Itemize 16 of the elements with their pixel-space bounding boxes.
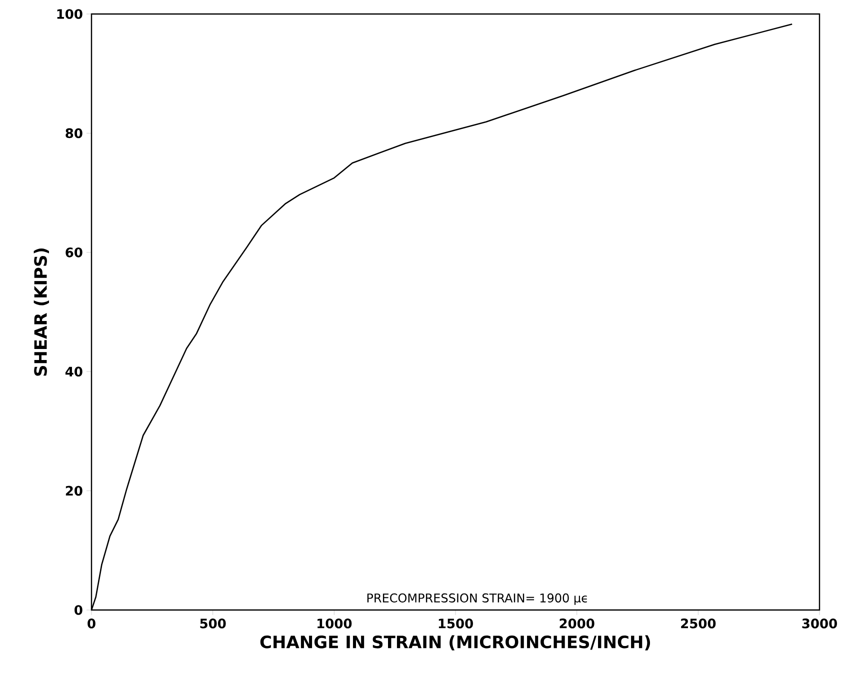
x-tick-label: 1000 [318, 618, 352, 628]
y-tick-label: 60 [66, 247, 82, 258]
annotation: PRECOMPRESSION STRAIN= 1900 μϵ [367, 593, 587, 605]
x-tick-label: 500 [200, 618, 226, 628]
y-tick-label: 0 [74, 605, 82, 615]
x-tick-label: 2500 [681, 618, 716, 628]
x-tick-label: 0 [88, 618, 96, 628]
y-tick-label: 100 [57, 9, 82, 19]
y-tick-label: 80 [66, 128, 82, 138]
x-axis-title: CHANGE IN STRAIN (MICROINCHES/INCH) [260, 635, 650, 650]
x-tick-label: 3000 [802, 618, 837, 628]
y-tick-label: 40 [65, 366, 82, 377]
y-axis-title: SHEAR (KIPS) [34, 248, 49, 376]
x-tick-label: 1500 [438, 618, 473, 628]
x-tick-label: 2000 [560, 618, 594, 628]
y-tick-label: 20 [66, 486, 82, 496]
